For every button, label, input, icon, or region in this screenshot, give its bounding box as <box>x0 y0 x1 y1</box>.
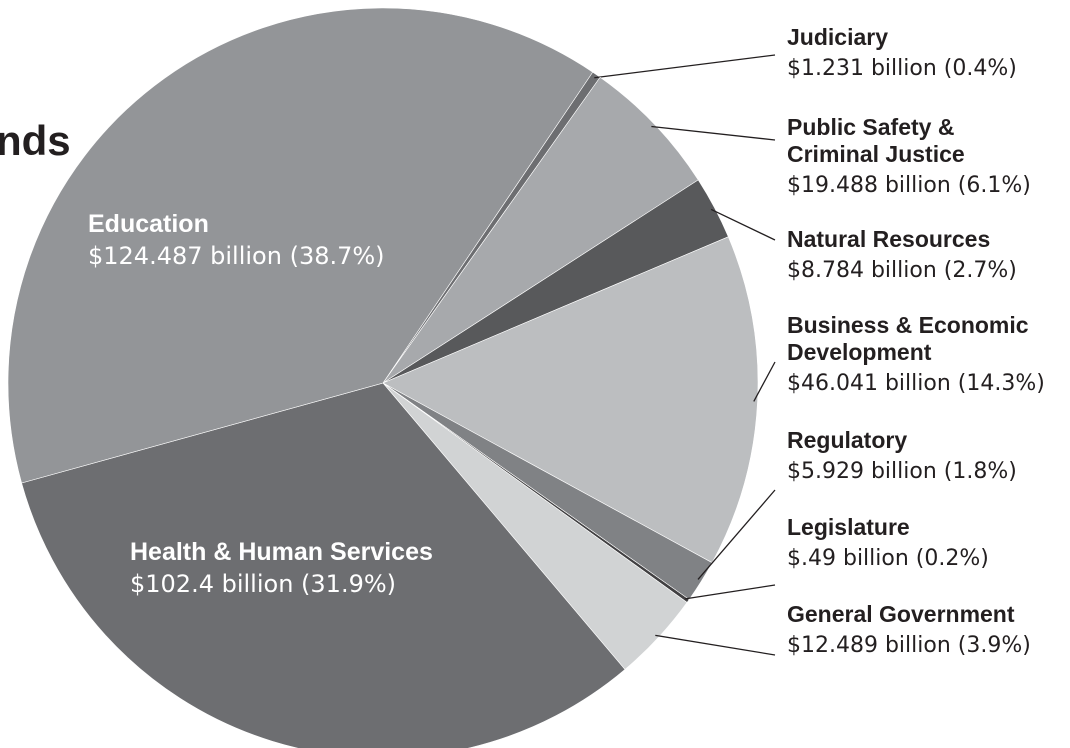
category-label: Natural Resources <box>787 226 990 252</box>
value-label: $.49 billion (0.2%) <box>787 546 989 571</box>
category-label: Health & Human Services <box>130 538 433 566</box>
pie-slice <box>382 236 759 564</box>
value-label: $8.784 billion (2.7%) <box>787 258 1017 283</box>
category-label: Business & Economic Development <box>787 312 1029 365</box>
category-label: Legislature <box>787 514 910 540</box>
pie-slice <box>7 7 594 484</box>
leader-line <box>753 361 776 402</box>
leader-line <box>651 125 776 141</box>
category-label: Judiciary <box>787 24 888 50</box>
leader-line <box>594 54 776 79</box>
category-label: Regulatory <box>787 427 907 453</box>
pie-slice <box>21 382 626 748</box>
category-label: Education <box>88 210 209 238</box>
value-label: $19.488 billion (6.1%) <box>787 173 1031 198</box>
leader-line <box>697 489 776 580</box>
value-label: $46.041 billion (14.3%) <box>787 371 1045 396</box>
value-label: $1.231 billion (0.4%) <box>787 56 1017 81</box>
value-label: $5.929 billion (1.8%) <box>787 459 1017 484</box>
leader-line <box>684 584 776 600</box>
leader-line <box>655 634 776 656</box>
value-label: $102.4 billion (31.9%) <box>130 570 396 598</box>
leader-line <box>710 208 776 241</box>
category-label: General Government <box>787 601 1015 627</box>
value-label: $12.489 billion (3.9%) <box>787 633 1031 658</box>
value-label: $124.487 billion (38.7%) <box>88 242 385 270</box>
pie-slice <box>382 76 699 384</box>
chart-title: nds <box>0 117 71 164</box>
category-label: Public Safety & Criminal Justice <box>787 114 965 167</box>
